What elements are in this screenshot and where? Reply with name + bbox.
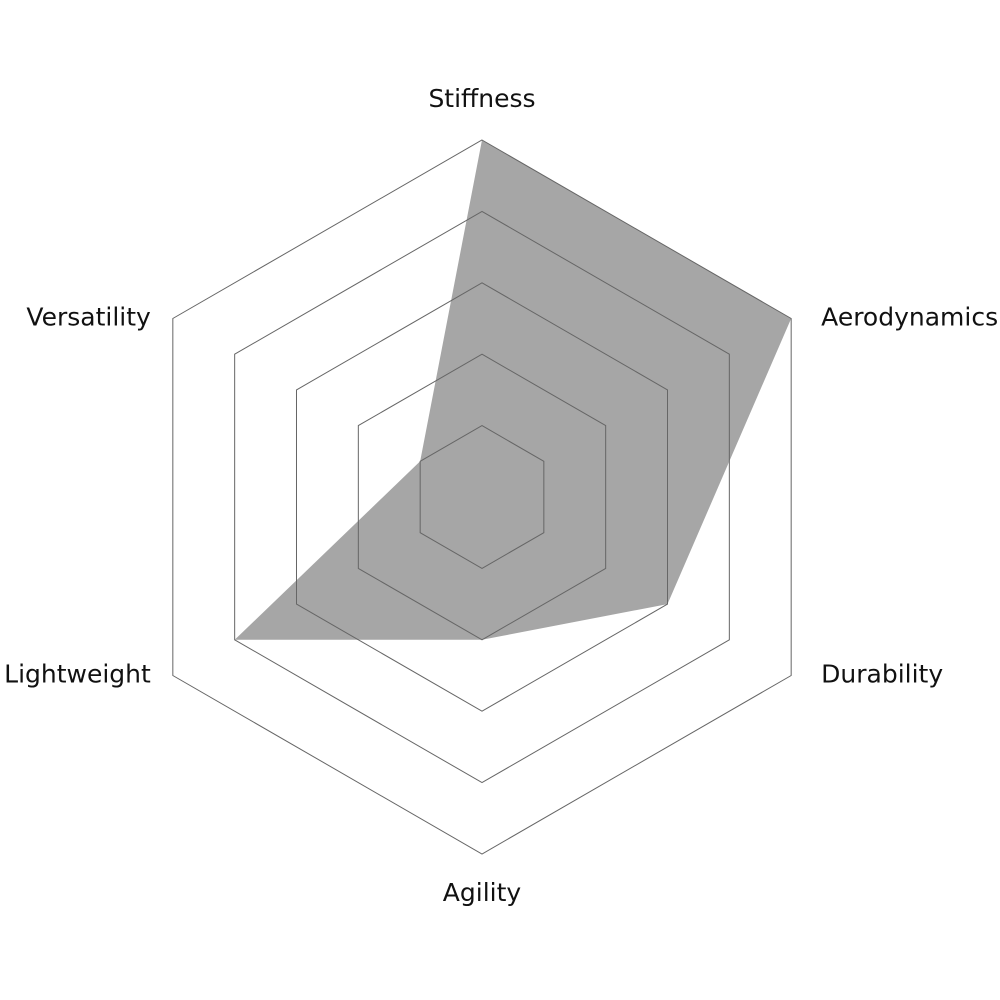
grid-ring <box>234 210 730 784</box>
grid-ring <box>419 425 545 569</box>
axis-label: Lightweight <box>4 660 151 689</box>
axis-label: Durability <box>821 660 943 689</box>
axis-label: Versatility <box>26 303 151 332</box>
grid-ring <box>295 282 669 712</box>
grid-ring <box>172 139 792 855</box>
axis-label: Aerodynamics <box>821 303 998 332</box>
grid-ring <box>357 353 607 641</box>
axis-label: Agility <box>443 878 522 907</box>
axis-label: Stiffness <box>428 84 535 113</box>
data-area <box>234 140 792 640</box>
